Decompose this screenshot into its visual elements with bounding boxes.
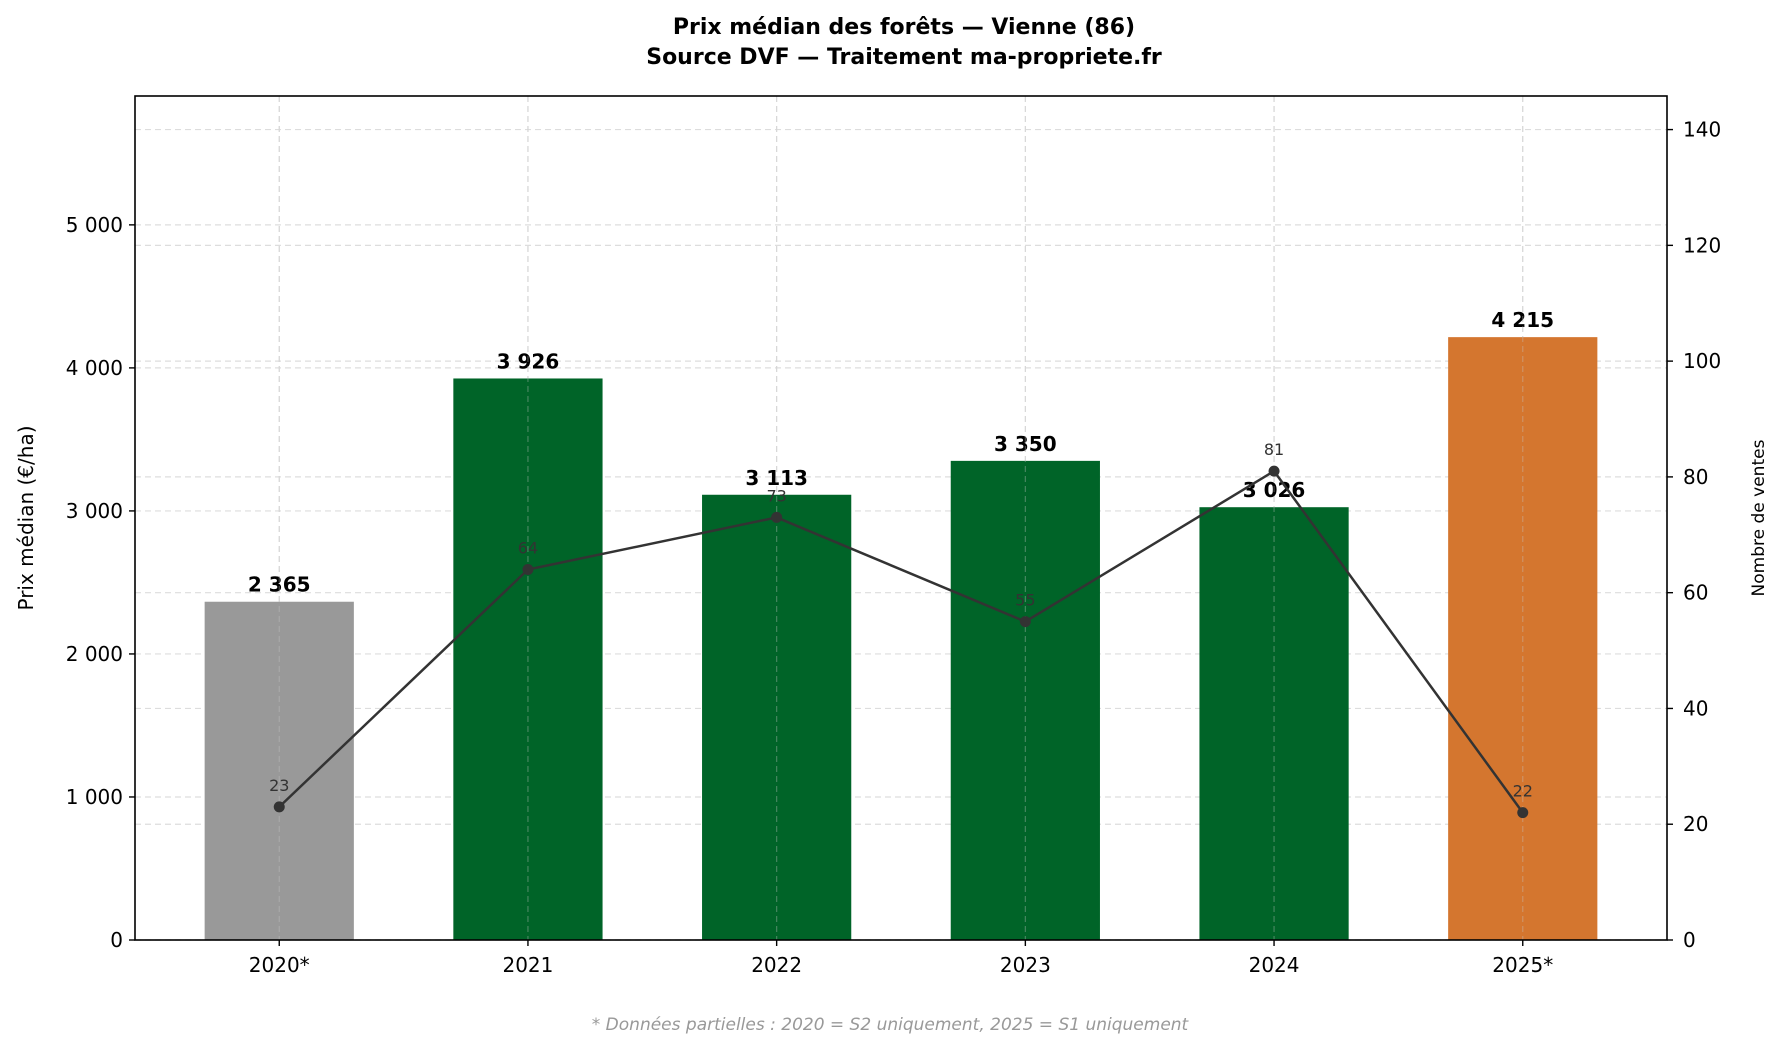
y-tick-label: 0 — [110, 928, 123, 952]
x-tick-label: 2022 — [751, 953, 802, 977]
bar-value-label: 3 926 — [497, 349, 560, 373]
sales-point — [1517, 807, 1529, 819]
bar-value-label: 3 113 — [745, 466, 808, 490]
x-tick-label: 2021 — [502, 953, 553, 977]
bar — [702, 494, 852, 940]
bar — [950, 460, 1100, 940]
sales-value-label: 64 — [518, 539, 538, 558]
axes: 0 1 000 2 000 3 000 4 000 5 000 0 20 40 60 80 100 12… — [66, 95, 1721, 977]
y2-tick-label: 60 — [1683, 581, 1708, 605]
y-tick-label: 3 000 — [66, 499, 123, 523]
x-tick-label: 2024 — [1249, 953, 1300, 977]
y-tick-label: 1 000 — [66, 785, 123, 809]
bar-value-label: 2 365 — [248, 573, 311, 597]
bar — [1199, 507, 1349, 940]
sales-point — [522, 564, 534, 576]
sales-value-label: 55 — [1015, 591, 1035, 610]
y2-tick-label: 120 — [1683, 233, 1721, 257]
y-axis-label: Prix médian (€/ha) — [14, 425, 38, 610]
x-tick-label: 2020* — [249, 953, 310, 977]
sales-point — [1019, 616, 1031, 628]
grid — [135, 96, 1667, 941]
y2-axis-label: Nombre de ventes — [1749, 439, 1769, 596]
y-tick-label: 4 000 — [66, 356, 123, 380]
y2-tick-label: 80 — [1683, 465, 1708, 489]
sales-value-label: 73 — [766, 486, 786, 505]
sales-value-label: 81 — [1264, 440, 1284, 459]
y2-tick-label: 40 — [1683, 696, 1708, 720]
bar — [204, 601, 354, 940]
sales-line-path — [278, 469, 1524, 814]
y2-tick-label: 100 — [1683, 349, 1721, 373]
sales-line: 23 64 73 55 81 22 — [269, 440, 1533, 819]
y-tick-label: 5 000 — [66, 213, 123, 237]
y-tick-label: 2 000 — [66, 642, 123, 666]
chart-title-line2: Source DVF — Traitement ma-propriete.fr — [646, 45, 1162, 70]
y2-tick-label: 0 — [1683, 928, 1696, 952]
bar — [453, 378, 603, 940]
sales-value-label: 22 — [1513, 782, 1533, 801]
chart-title-line1: Prix médian des forêts — Vienne (86) — [673, 15, 1135, 40]
plot-frame — [134, 95, 1668, 941]
footnote: * Données partielles : 2020 = S2 uniquem… — [592, 1015, 1190, 1035]
sales-value-label: 23 — [269, 776, 289, 795]
x-tick-label: 2025* — [1492, 953, 1553, 977]
y2-tick-label: 140 — [1683, 118, 1721, 142]
bar — [1448, 337, 1598, 941]
bar-value-label: 3 350 — [994, 432, 1057, 456]
sales-point — [273, 801, 285, 813]
bar-value-label: 4 215 — [1491, 308, 1554, 332]
sales-point — [1268, 465, 1280, 477]
sales-point — [771, 511, 783, 523]
x-tick-label: 2023 — [1000, 953, 1051, 977]
y2-tick-label: 20 — [1683, 812, 1708, 836]
